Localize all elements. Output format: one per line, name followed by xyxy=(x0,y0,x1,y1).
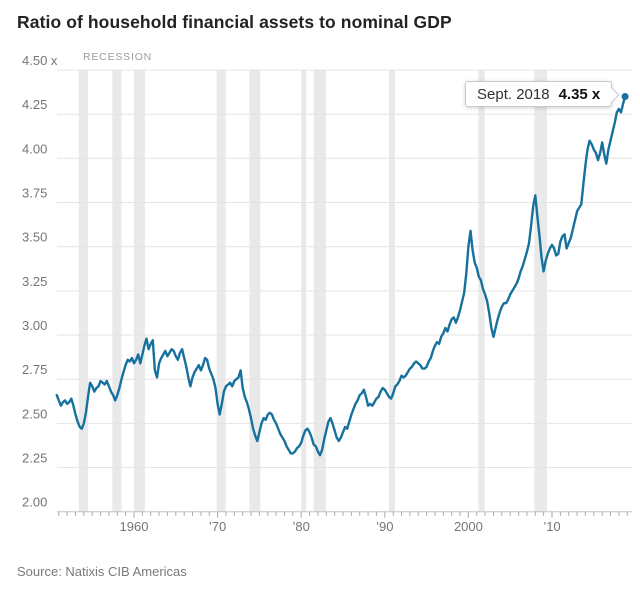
recession-legend-label: RECESSION xyxy=(83,51,153,63)
y-tick-label: 4.00 xyxy=(22,141,47,156)
y-tick-label: 3.50 xyxy=(22,230,47,245)
x-tick-label: 1960 xyxy=(120,519,149,534)
x-tick-label: 2000 xyxy=(454,519,483,534)
y-tick-label: 3.75 xyxy=(22,186,47,201)
y-tick-label: 3.00 xyxy=(22,318,47,333)
chart-title: Ratio of household financial assets to n… xyxy=(17,12,452,32)
ratio-line xyxy=(55,95,627,457)
y-tick-label: 4.25 xyxy=(22,97,47,112)
y-tick-label: 2.50 xyxy=(22,406,47,421)
end-point-marker xyxy=(621,93,629,100)
x-tick-label: ’10 xyxy=(543,519,560,534)
callout-date: Sept. 2018 xyxy=(477,85,550,103)
source-attribution: Source: Natixis CIB Americas xyxy=(17,564,187,579)
x-tick-label: ’70 xyxy=(209,519,226,534)
y-tick-label: 4.50 x xyxy=(22,53,58,68)
callout-value: 4.35 x xyxy=(558,85,601,103)
y-tick-label: 3.25 xyxy=(22,274,47,289)
x-tick-label: ’90 xyxy=(376,519,393,534)
y-tick-label: 2.75 xyxy=(22,362,47,377)
latest-value-callout: Sept. 2018 4.35 x xyxy=(465,81,620,107)
x-tick-label: ’80 xyxy=(293,519,310,534)
y-tick-label: 2.00 xyxy=(22,495,47,510)
y-tick-label: 2.25 xyxy=(22,451,47,466)
ratio-line-chart: 4.50 x 4.25 4.00 3.75 3.50 3.25 3.00 2.75 2.50 2.… xyxy=(22,53,632,534)
